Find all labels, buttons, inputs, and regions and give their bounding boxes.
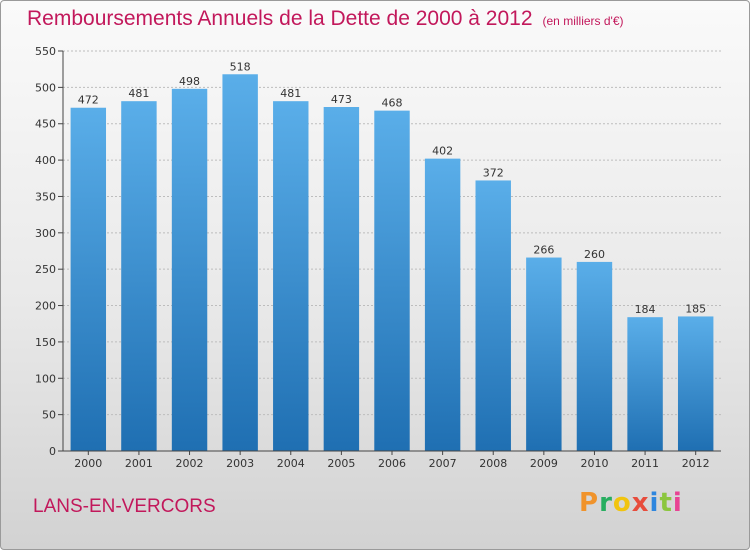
y-tick-label: 200 [35, 300, 56, 313]
bar-2008 [475, 180, 511, 452]
x-axis-ticks: 2000 2001 2002 2003 2004 2005 2006 2007 2008 2009… [74, 451, 710, 470]
proxiti-logo: Proxiti [579, 488, 683, 518]
y-tick-label: 550 [35, 45, 56, 58]
x-tick-label: 2009 [530, 457, 558, 470]
y-tick-label: 100 [35, 372, 56, 385]
bar-value-label: 184 [635, 303, 656, 316]
logo-letter: t [659, 488, 673, 518]
bar-2000 [70, 107, 107, 452]
x-tick-label: 2001 [125, 457, 153, 470]
x-tick-label: 2008 [479, 457, 507, 470]
x-tick-label: 2004 [277, 457, 305, 470]
bar-value-labels: 472 481 498 518 481 473 468 402 372 266 260 184 185 [78, 60, 706, 316]
y-tick-label: 0 [49, 445, 56, 458]
y-tick-label: 150 [35, 336, 56, 349]
bar-value-label: 481 [128, 87, 149, 100]
bar-2002 [171, 88, 208, 452]
bar-value-label: 468 [382, 97, 403, 110]
logo-letter: r [599, 488, 613, 518]
bar-value-label: 518 [230, 60, 251, 73]
logo-letter: o [612, 488, 632, 518]
chart-title-text: Remboursements Annuels de la Dette de 20… [27, 7, 533, 30]
y-axis-ticks: 0 50 100 150 200 250 300 350 400 450 500 550 [35, 45, 63, 458]
bar-2004 [273, 101, 309, 451]
y-tick-label: 250 [35, 263, 56, 276]
logo-letter: i [649, 488, 660, 518]
y-tick-label: 300 [35, 227, 56, 240]
bar-value-label: 266 [533, 244, 554, 257]
chart-title: Remboursements Annuels de la Dette de 20… [27, 7, 624, 31]
bar-value-label: 473 [331, 93, 352, 106]
logo-letter: P [579, 488, 600, 518]
x-tick-label: 2003 [226, 457, 254, 470]
bar-value-label: 481 [280, 87, 301, 100]
x-tick-label: 2010 [580, 457, 608, 470]
logo-letter: x [631, 488, 650, 518]
bar-2001 [121, 101, 157, 451]
bar-value-label: 402 [432, 145, 453, 158]
y-tick-label: 350 [35, 190, 56, 203]
y-tick-label: 400 [35, 154, 56, 167]
bar-value-label: 472 [78, 94, 99, 107]
x-tick-label: 2011 [631, 457, 659, 470]
bar-value-label: 185 [685, 302, 706, 315]
y-tick-label: 450 [35, 118, 56, 131]
chart-subtitle: (en milliers d'€) [542, 14, 624, 28]
x-tick-label: 2000 [74, 457, 102, 470]
bar-2012 [677, 316, 714, 451]
y-tick-label: 50 [42, 409, 56, 422]
x-tick-label: 2005 [327, 457, 355, 470]
bar-value-label: 260 [584, 248, 605, 261]
x-tick-label: 2002 [176, 457, 204, 470]
bar-2006 [374, 110, 410, 452]
bar-2010 [576, 261, 613, 451]
bar-value-label: 372 [483, 166, 504, 179]
bar-2011 [627, 317, 663, 451]
bar-2009 [526, 257, 562, 451]
y-tick-label: 500 [35, 81, 56, 94]
logo-letter: i [672, 488, 683, 518]
x-tick-label: 2007 [429, 457, 457, 470]
commune-name: LANS-EN-VERCORS [33, 496, 216, 517]
bar-2003 [222, 74, 258, 451]
bar-2007 [424, 158, 461, 452]
bars [70, 74, 714, 452]
x-tick-label: 2006 [378, 457, 406, 470]
bar-value-label: 498 [179, 75, 200, 88]
bar-2005 [323, 107, 360, 451]
x-tick-label: 2012 [682, 457, 710, 470]
